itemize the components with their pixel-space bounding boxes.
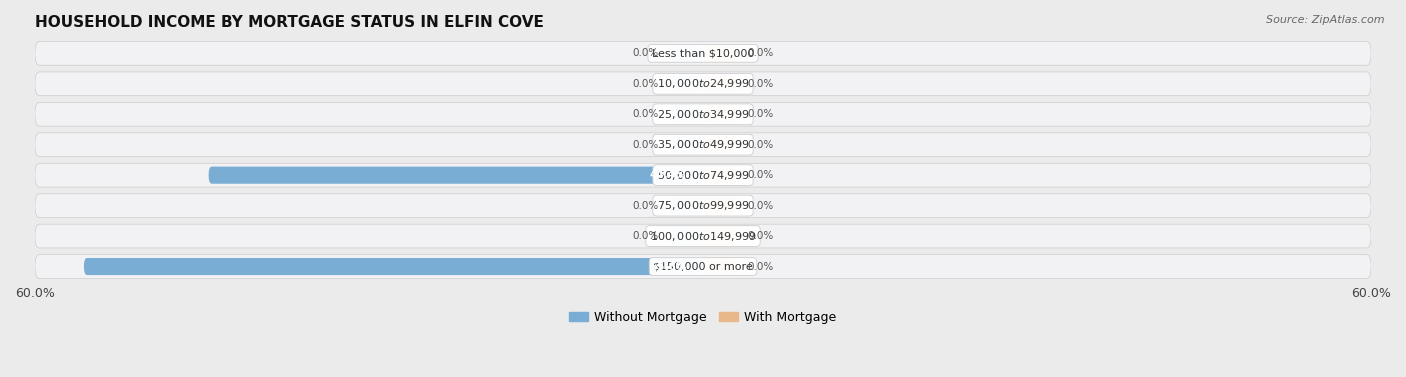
FancyBboxPatch shape: [35, 103, 1371, 126]
Text: 0.0%: 0.0%: [748, 201, 773, 211]
Text: 44.4%: 44.4%: [650, 170, 686, 180]
FancyBboxPatch shape: [35, 163, 1371, 187]
Text: 0.0%: 0.0%: [633, 79, 658, 89]
FancyBboxPatch shape: [669, 197, 703, 214]
Text: 0.0%: 0.0%: [633, 140, 658, 150]
FancyBboxPatch shape: [703, 197, 737, 214]
FancyBboxPatch shape: [703, 258, 737, 275]
FancyBboxPatch shape: [703, 228, 737, 245]
Legend: Without Mortgage, With Mortgage: Without Mortgage, With Mortgage: [564, 306, 842, 329]
Text: 0.0%: 0.0%: [748, 79, 773, 89]
FancyBboxPatch shape: [703, 136, 737, 153]
Text: 0.0%: 0.0%: [748, 48, 773, 58]
Text: 0.0%: 0.0%: [633, 48, 658, 58]
Text: $150,000 or more: $150,000 or more: [654, 262, 752, 271]
Text: 0.0%: 0.0%: [748, 109, 773, 119]
Text: 55.6%: 55.6%: [650, 262, 686, 271]
Text: 0.0%: 0.0%: [748, 140, 773, 150]
Text: 0.0%: 0.0%: [633, 231, 658, 241]
FancyBboxPatch shape: [669, 45, 703, 62]
FancyBboxPatch shape: [35, 133, 1371, 156]
Text: 0.0%: 0.0%: [748, 262, 773, 271]
FancyBboxPatch shape: [669, 228, 703, 245]
Text: 0.0%: 0.0%: [633, 109, 658, 119]
Text: 0.0%: 0.0%: [748, 231, 773, 241]
Text: $35,000 to $49,999: $35,000 to $49,999: [657, 138, 749, 151]
FancyBboxPatch shape: [35, 194, 1371, 218]
FancyBboxPatch shape: [703, 167, 737, 184]
Text: Less than $10,000: Less than $10,000: [652, 48, 754, 58]
FancyBboxPatch shape: [669, 75, 703, 92]
Text: $50,000 to $74,999: $50,000 to $74,999: [657, 169, 749, 182]
Text: $10,000 to $24,999: $10,000 to $24,999: [657, 77, 749, 90]
FancyBboxPatch shape: [208, 167, 703, 184]
FancyBboxPatch shape: [35, 224, 1371, 248]
FancyBboxPatch shape: [669, 106, 703, 123]
Text: $100,000 to $149,999: $100,000 to $149,999: [650, 230, 756, 242]
FancyBboxPatch shape: [35, 254, 1371, 279]
Text: Source: ZipAtlas.com: Source: ZipAtlas.com: [1267, 15, 1385, 25]
FancyBboxPatch shape: [703, 75, 737, 92]
Text: 0.0%: 0.0%: [633, 201, 658, 211]
Text: $75,000 to $99,999: $75,000 to $99,999: [657, 199, 749, 212]
FancyBboxPatch shape: [84, 258, 703, 275]
Text: 0.0%: 0.0%: [748, 170, 773, 180]
Text: $25,000 to $34,999: $25,000 to $34,999: [657, 108, 749, 121]
FancyBboxPatch shape: [35, 41, 1371, 65]
FancyBboxPatch shape: [669, 136, 703, 153]
FancyBboxPatch shape: [703, 106, 737, 123]
FancyBboxPatch shape: [35, 72, 1371, 96]
FancyBboxPatch shape: [703, 45, 737, 62]
Text: HOUSEHOLD INCOME BY MORTGAGE STATUS IN ELFIN COVE: HOUSEHOLD INCOME BY MORTGAGE STATUS IN E…: [35, 15, 544, 30]
